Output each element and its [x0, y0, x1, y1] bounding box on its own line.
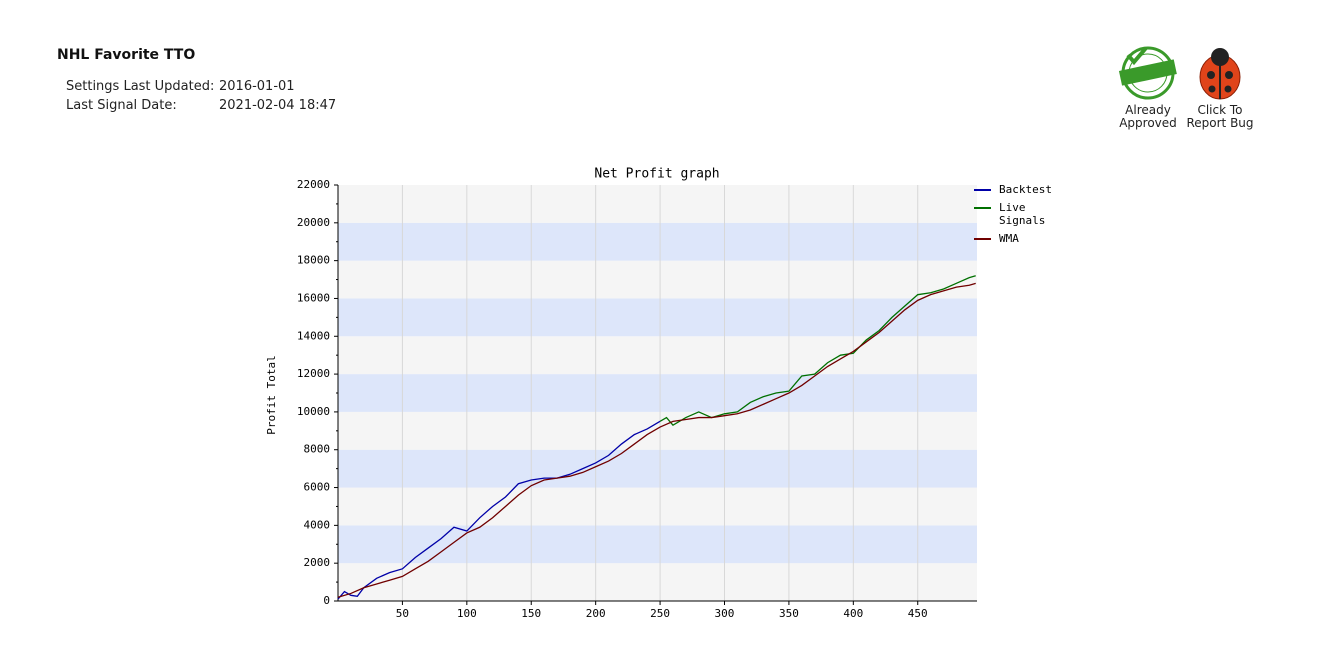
chart-title: Net Profit graph [594, 167, 719, 182]
y-tick-label: 16000 [297, 291, 330, 304]
field-row: Last Signal Date: 2021-02-04 18:47 [66, 98, 336, 113]
x-tick-label: 200 [586, 607, 606, 620]
approved-icon [1118, 46, 1177, 100]
band [338, 222, 977, 261]
y-tick-label: 14000 [297, 329, 330, 342]
page-title: NHL Favorite TTO [57, 47, 196, 63]
x-tick-label: 400 [843, 607, 863, 620]
band [338, 563, 977, 601]
field-row: Settings Last Updated: 2016-01-01 [66, 79, 295, 94]
legend-label: WMA [999, 232, 1019, 245]
band [338, 185, 977, 223]
series-line [337, 282, 976, 598]
series-line [659, 275, 976, 426]
y-tick-label: 10000 [297, 405, 330, 418]
y-tick-label: 12000 [297, 367, 330, 380]
x-tick-label: 50 [396, 607, 409, 620]
y-axis-label: Profit Total [265, 355, 278, 434]
y-tick-label: 0 [323, 594, 330, 607]
y-tick-label: 20000 [297, 216, 330, 229]
band [338, 260, 977, 299]
y-tick-label: 2000 [304, 556, 331, 569]
x-tick-label: 450 [908, 607, 928, 620]
y-tick-label: 8000 [304, 443, 331, 456]
x-tick-label: 150 [521, 607, 541, 620]
x-tick-label: 350 [779, 607, 799, 620]
badge-label: Click To Report Bug [1186, 103, 1254, 130]
y-tick-label: 18000 [297, 254, 330, 267]
band [338, 298, 977, 337]
band [338, 374, 977, 412]
legend-label: Backtest [999, 183, 1052, 196]
band [338, 411, 977, 450]
series-line [337, 420, 661, 600]
report-bug-button[interactable]: Click To Report Bug [1185, 45, 1255, 130]
x-tick-label: 100 [457, 607, 477, 620]
y-tick-label: 4000 [304, 518, 331, 531]
x-tick-label: 300 [715, 607, 735, 620]
field-value: 2021-02-04 18:47 [219, 98, 337, 113]
band [338, 336, 977, 375]
band [338, 487, 977, 526]
y-tick-label: 6000 [304, 481, 331, 494]
field-value: 2016-01-01 [219, 79, 295, 94]
field-label: Settings Last Updated: [66, 79, 215, 94]
plot-area [338, 185, 977, 601]
bug-icon [1199, 48, 1241, 100]
x-tick-label: 250 [650, 607, 670, 620]
band [338, 525, 977, 564]
band [338, 449, 977, 488]
field-label: Last Signal Date: [66, 98, 177, 113]
legend-label: Live Signals [999, 201, 1045, 227]
badge-label: Already Approved [1119, 103, 1177, 130]
y-tick-label: 22000 [297, 178, 330, 191]
approved-badge: Already Approved [1113, 45, 1183, 130]
